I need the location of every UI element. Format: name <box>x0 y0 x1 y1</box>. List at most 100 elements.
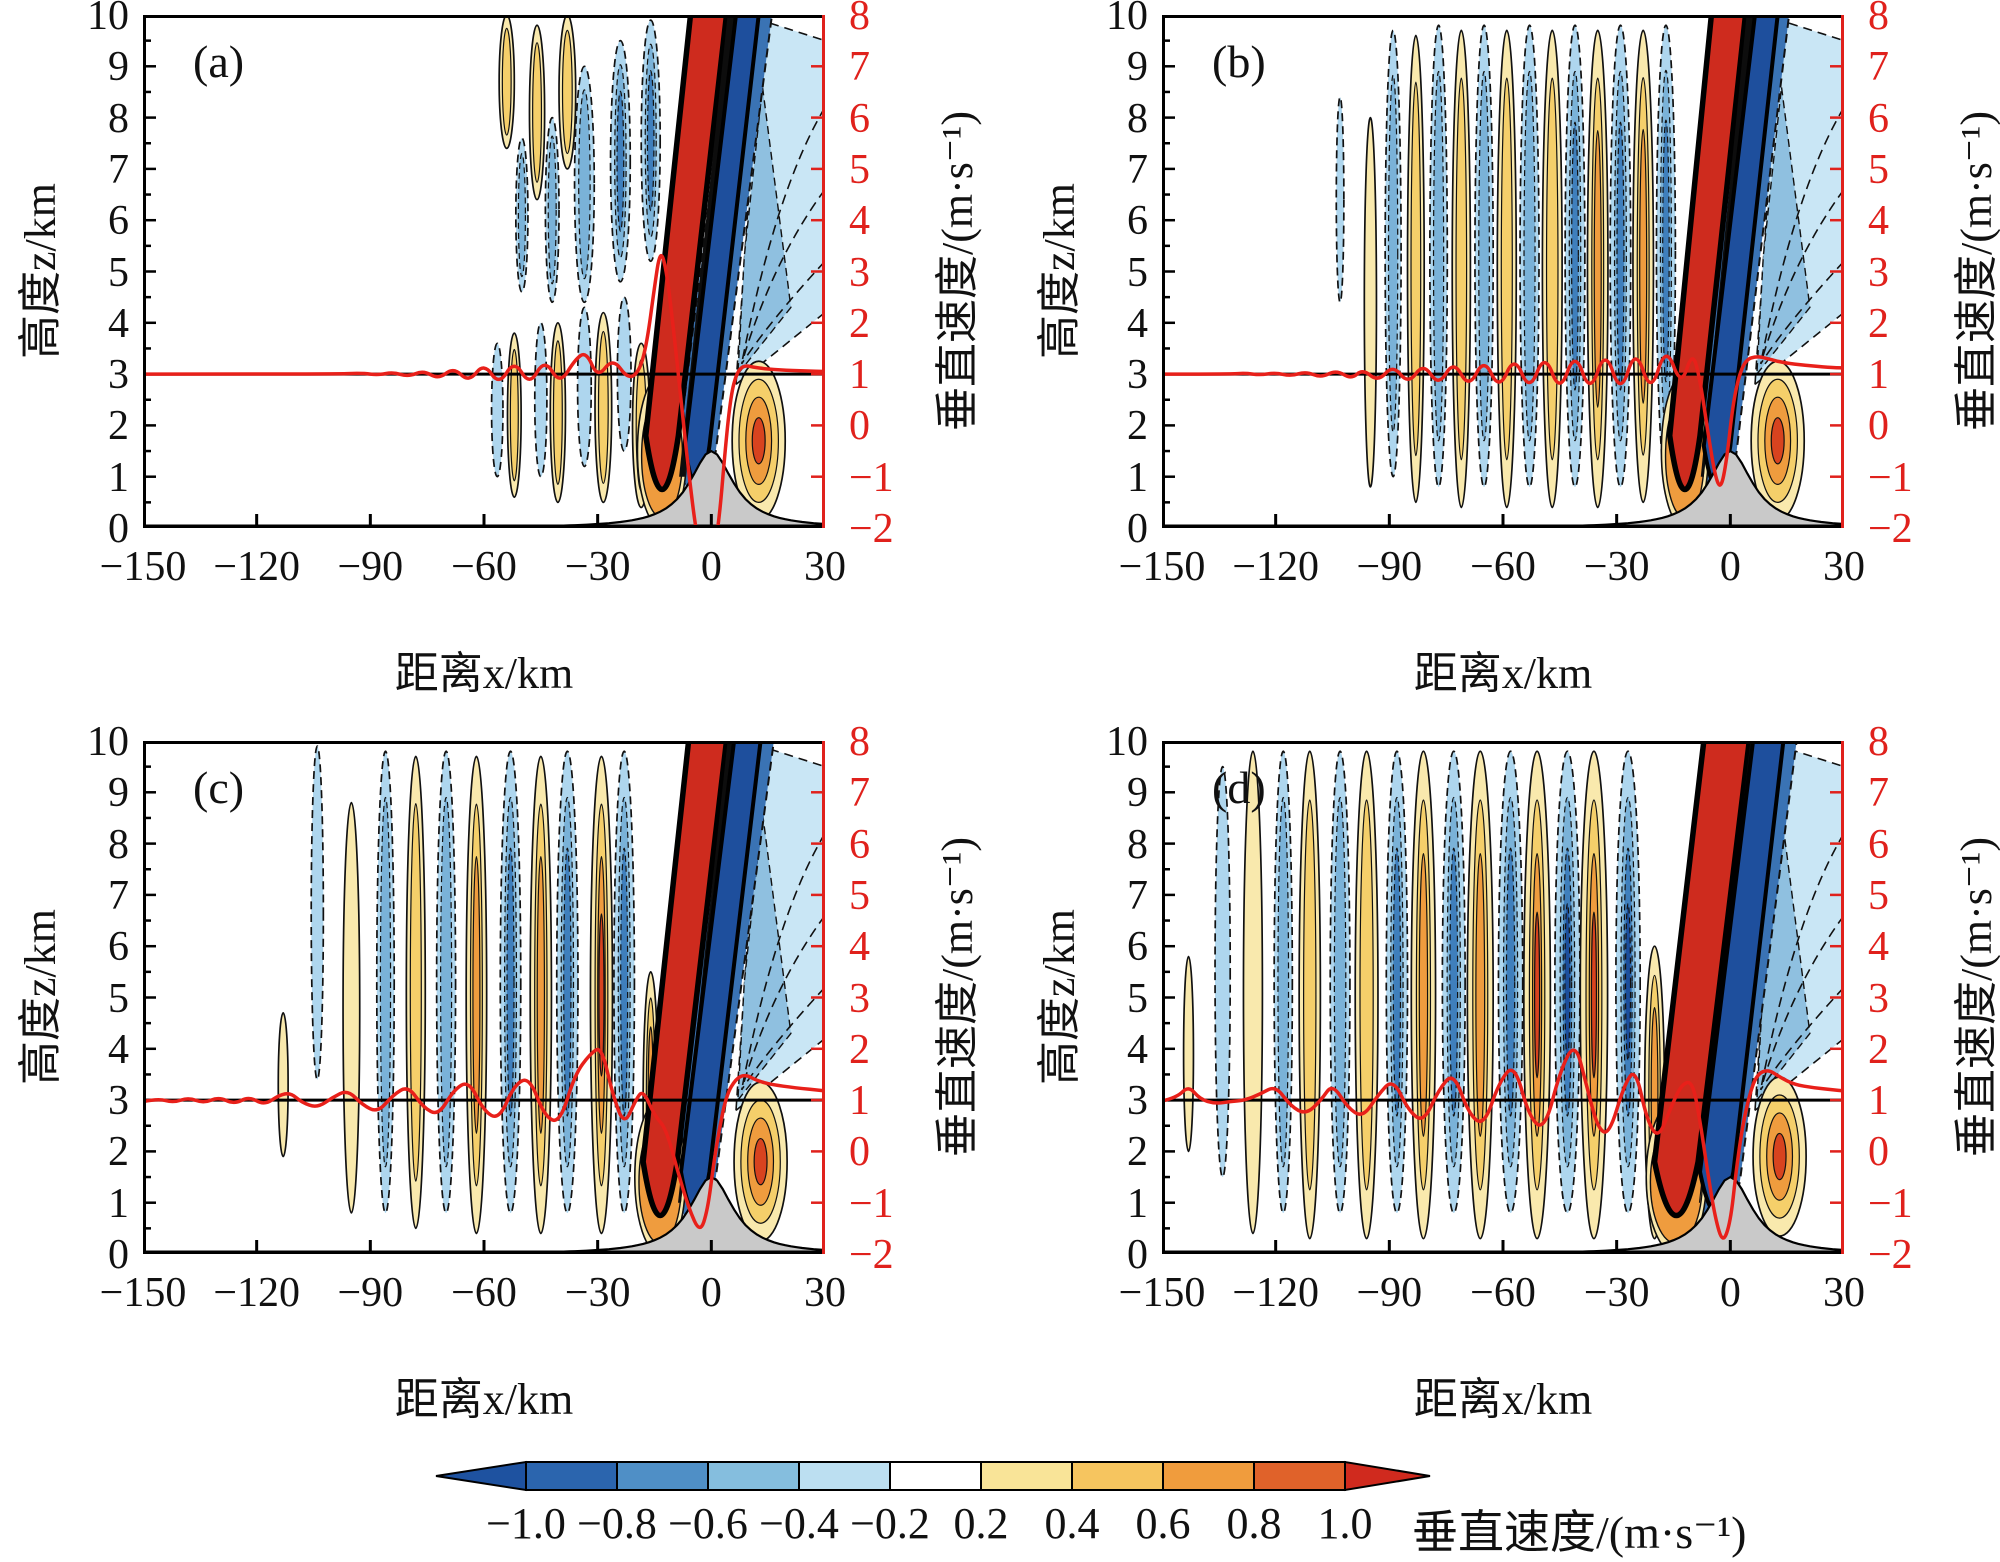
colorbar-cell <box>798 1461 891 1491</box>
y-left-tick-label: 3 <box>1127 352 1148 399</box>
y-left-tick-label: 0 <box>1127 1232 1148 1278</box>
updraft-cell <box>509 348 519 482</box>
fan-contour <box>740 986 825 1091</box>
y-left-tick-label: 5 <box>108 975 129 1022</box>
panel-a-letter: (a) <box>193 36 245 87</box>
updraft-cell <box>1363 116 1378 488</box>
downdraft-cell <box>379 796 392 1168</box>
central-updraft-downdraft <box>1645 741 1798 1254</box>
downdraft-cell <box>578 89 591 280</box>
x-tick-label: −120 <box>1232 1270 1319 1316</box>
y-left-tick-label: 2 <box>108 403 129 450</box>
downdraft-cell <box>533 321 548 478</box>
downdraft-cell <box>620 847 629 1117</box>
y-right-tick-label: 3 <box>1868 975 1889 1022</box>
fan-contour <box>1759 914 1844 1091</box>
fan-contour <box>1759 106 1844 364</box>
updraft-cell <box>1418 853 1429 1137</box>
colorbar-title: 垂直速度/(m·s⁻¹) <box>1412 1507 1747 1558</box>
y-left-tick-label: 0 <box>108 1232 129 1278</box>
fan-contour <box>740 832 825 1090</box>
updraft-cell <box>561 29 573 155</box>
x-tick-label: −150 <box>99 1270 187 1316</box>
x-tick-label: −90 <box>337 544 404 590</box>
y-right-tick-label: 0 <box>1868 1129 1889 1176</box>
y-right-tick-label: 1 <box>849 352 870 399</box>
y-left-tick-label: 3 <box>108 352 129 399</box>
downdraft-cell <box>1449 847 1459 1117</box>
y-left-tick-label: 4 <box>108 1026 129 1073</box>
updraft-cell <box>1593 129 1602 408</box>
y-right-tick-label: −2 <box>1868 506 1913 552</box>
y-right-tick-label: 7 <box>849 770 870 817</box>
fan-contour <box>740 260 825 365</box>
x-tick-label: 0 <box>700 544 722 590</box>
y-left-tick-label: 7 <box>1127 872 1148 919</box>
colorbar-tick-label: 0.6 <box>1135 1499 1191 1548</box>
y-left-tick-label: 3 <box>108 1078 129 1125</box>
y-right-tick-label: 8 <box>1868 719 1889 765</box>
lee-blob-level <box>751 417 766 465</box>
downdraft-cell <box>1505 847 1516 1117</box>
downdraft-cell <box>616 90 625 232</box>
y-left-tick-label: 8 <box>108 95 129 142</box>
y-right-tick-label: 1 <box>1868 1078 1889 1125</box>
x-tick-label: −150 <box>1118 544 1206 590</box>
contour-bands <box>1182 750 1666 1240</box>
y-left-tick-label: 2 <box>1127 403 1148 450</box>
y-right-tick-label: 5 <box>849 872 870 919</box>
y-left-tick-label: 3 <box>1127 1078 1148 1125</box>
y-left-tick-label: 9 <box>108 44 129 91</box>
colorbar-tick-label: 0.4 <box>1044 1499 1100 1548</box>
xaxis-title-d: 距离x/km <box>1413 1375 1593 1424</box>
y-left-tick-label: 4 <box>1127 300 1148 347</box>
colorbar-tick-label: 0.2 <box>953 1499 1009 1548</box>
updraft-cell <box>598 913 605 1077</box>
x-tick-label: −60 <box>1470 1270 1536 1316</box>
downdraft-cell <box>310 745 325 1081</box>
y-right-tick-label: 2 <box>1868 1026 1889 1073</box>
y-right-tick-label: 7 <box>849 44 870 91</box>
xaxis-title-c: 距离x/km <box>394 1375 574 1424</box>
updraft-cell <box>1534 911 1541 1079</box>
downdraft-cell <box>490 342 504 478</box>
central-updraft-downdraft <box>1660 15 1791 528</box>
x-tick-label: 0 <box>700 1270 722 1316</box>
y-right-tick-label: 4 <box>1868 198 1889 245</box>
updraft-cell <box>597 330 609 484</box>
y-left-tick-label: 5 <box>108 249 129 296</box>
y-right-tick-label: 4 <box>1868 924 1889 971</box>
y-left-tick-label: 10 <box>1106 0 1148 39</box>
downdraft-cell <box>576 306 593 468</box>
x-tick-label: −30 <box>564 544 631 590</box>
vertical-velocity-curve <box>143 254 825 528</box>
y-left-tick-label: 9 <box>1127 44 1148 91</box>
y-right-tick-label: −2 <box>849 1232 894 1278</box>
colorbar-cell <box>616 1461 709 1491</box>
y-left-tick-label: 9 <box>108 770 129 817</box>
y-right-tick-label: 4 <box>849 198 870 245</box>
contour-bands <box>277 745 660 1235</box>
downdraft-cell <box>1564 903 1571 1062</box>
yaxis-title-right-b: 垂直速度/(m·s⁻¹) <box>1952 111 2000 431</box>
panel-c-letter: (c) <box>193 762 245 813</box>
y-right-tick-label: −2 <box>1868 1232 1913 1278</box>
vertical-velocity-curve <box>1162 354 1844 487</box>
updraft-cell <box>1545 77 1559 461</box>
x-tick-label: −30 <box>1583 544 1650 590</box>
panel-c-plot <box>143 741 825 1254</box>
y-left-tick-label: 9 <box>1127 770 1148 817</box>
downdraft-cell <box>1392 847 1402 1117</box>
x-tick-label: −60 <box>451 1270 517 1316</box>
x-tick-label: −60 <box>451 544 517 590</box>
colorbar-cell <box>1071 1461 1164 1491</box>
yaxis-title-right-a: 垂直速度/(m·s⁻¹) <box>933 111 982 431</box>
y-right-tick-label: 2 <box>849 1026 870 1073</box>
y-left-tick-label: 2 <box>1127 1129 1148 1176</box>
y-left-tick-label: 7 <box>108 146 129 193</box>
y-left-tick-label: 7 <box>108 872 129 919</box>
colorbar-tick-label: −0.4 <box>759 1499 839 1548</box>
y-left-tick-label: 5 <box>1127 975 1148 1022</box>
y-left-tick-label: 6 <box>1127 924 1148 971</box>
yaxis-title-right-d: 垂直速度/(m·s⁻¹) <box>1952 837 2000 1157</box>
